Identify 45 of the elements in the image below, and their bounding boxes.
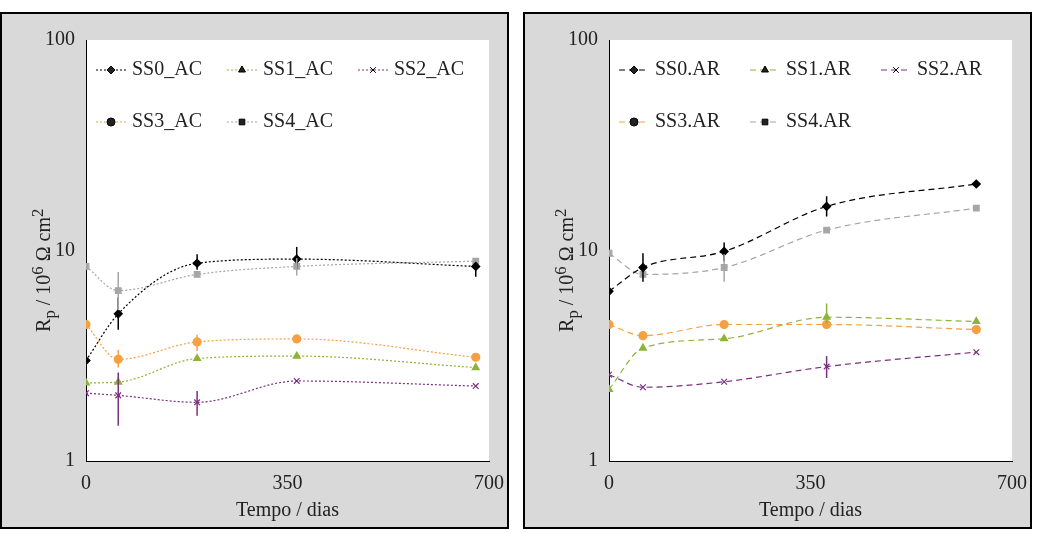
point (823, 226, 831, 234)
point (972, 204, 980, 212)
legend-label: SS3_AC (132, 109, 203, 132)
point (472, 382, 480, 390)
y-tick-label: 100 (568, 27, 598, 50)
x-tick-label: 350 (272, 471, 303, 494)
x-axis-title: Tempo / dias (235, 498, 340, 522)
point (972, 348, 980, 356)
legend-label: SS0_AC (132, 57, 203, 80)
legend-label: SS2_AC (394, 57, 465, 80)
point (471, 362, 480, 371)
point (193, 270, 201, 278)
x-tick-label: 0 (604, 471, 614, 494)
legend-label: SS2.AR (917, 57, 983, 80)
x-tick-label: 700 (997, 471, 1027, 494)
point (193, 353, 202, 362)
point (292, 351, 301, 359)
point (972, 316, 981, 325)
point (719, 319, 729, 330)
y-tick-label: 1 (588, 448, 598, 471)
point (720, 378, 728, 386)
point (971, 179, 981, 189)
legend-label: SS4.AR (786, 109, 852, 132)
point (471, 352, 481, 362)
point (822, 319, 832, 330)
legend-label: SS3.AR (655, 109, 721, 132)
x-tick-label: 350 (795, 471, 826, 494)
point (720, 334, 729, 342)
legend-label: SS1.AR (786, 57, 852, 80)
point (293, 263, 301, 270)
y-tick-label: 100 (45, 27, 75, 50)
legend-label: SS1_AC (263, 57, 334, 80)
x-tick-label: 700 (474, 471, 504, 494)
x-axis-title: Tempo / dias (758, 498, 863, 522)
point (638, 331, 648, 341)
point (638, 343, 648, 351)
x-tick-label: 0 (81, 471, 91, 494)
legend-label: SS4_AC (263, 109, 334, 132)
point (639, 383, 647, 391)
point (822, 312, 831, 320)
y-tick-label: 1 (65, 448, 75, 471)
legend-label: SS0.AR (655, 57, 721, 80)
point (971, 324, 981, 335)
point (292, 334, 302, 344)
point (293, 377, 301, 385)
